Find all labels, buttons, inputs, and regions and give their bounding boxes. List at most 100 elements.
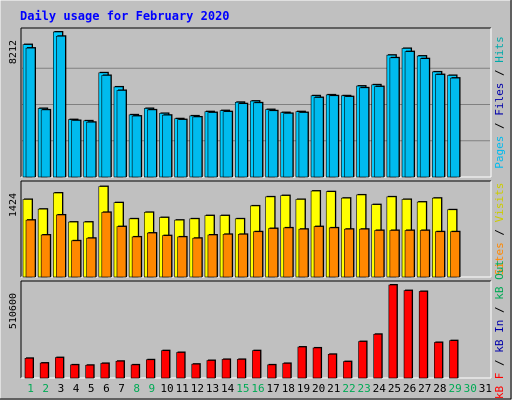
bar-sites-day-6: [101, 211, 112, 278]
bar-face: [222, 111, 233, 178]
bar-kb-f-day-17: [267, 363, 277, 379]
bar-kb-f-day-2: [39, 362, 50, 379]
bar-kb-f-day-12: [191, 363, 201, 379]
day-label-13: 13: [206, 382, 219, 395]
bar-face: [71, 240, 81, 278]
bar-kb-f-day-6: [100, 362, 110, 379]
bar-face: [115, 360, 125, 379]
bar-face: [435, 231, 445, 278]
bar-face: [162, 235, 172, 278]
bar-kb-f-day-15: [236, 358, 247, 379]
bar-face: [40, 234, 51, 278]
day-label-25: 25: [388, 382, 401, 395]
bar-files-day-20: [313, 96, 325, 178]
bar-sites-day-22: [344, 228, 355, 278]
bar-sites-day-19: [298, 228, 309, 278]
bar-face: [268, 110, 278, 178]
bar-face: [328, 95, 339, 178]
bar-sites-day-29: [450, 230, 461, 278]
bar-face: [176, 352, 185, 379]
bar-face: [373, 333, 383, 379]
day-label-22: 22: [342, 382, 355, 395]
day-label-23: 23: [358, 382, 371, 395]
bar-face: [24, 358, 34, 379]
bar-sites-day-13: [207, 234, 218, 278]
bar-files-day-29: [450, 77, 461, 178]
bar-face: [283, 227, 294, 278]
bar-kb-f-day-11: [176, 351, 186, 379]
bar-face: [86, 237, 96, 278]
bar-face: [146, 232, 157, 278]
bar-sites-day-2: [40, 234, 52, 278]
bar-kb-f-day-16: [252, 349, 262, 379]
bar-face: [268, 228, 278, 278]
bar-face: [418, 291, 428, 379]
day-label-4: 4: [73, 382, 80, 395]
bar-kb-f-day-27: [418, 290, 429, 379]
bar-files-day-19: [298, 111, 309, 178]
bar-sites-day-1: [25, 219, 36, 278]
bar-files-day-21: [328, 94, 340, 178]
legend-separator: /: [493, 222, 506, 242]
day-label-1: 1: [27, 382, 34, 395]
legend-hits: Hits: [493, 36, 506, 63]
bar-face: [297, 346, 307, 379]
bar-sites-day-16: [253, 230, 264, 278]
bar-face: [55, 357, 64, 379]
bar-files-day-9: [146, 108, 158, 178]
bar-face: [450, 231, 460, 278]
bar-kb-f-day-7: [115, 360, 125, 379]
bar-files-day-17: [268, 109, 279, 178]
day-label-28: 28: [433, 382, 446, 395]
bar-kb-f-day-25: [388, 284, 398, 379]
day-label-9: 9: [149, 382, 156, 395]
bar-files-day-5: [86, 121, 97, 178]
bar-kb-f-day-20: [312, 346, 323, 379]
bar-face: [388, 284, 398, 379]
day-label-12: 12: [191, 382, 204, 395]
bar-files-day-10: [162, 114, 173, 178]
bar-face: [343, 361, 352, 379]
bar-sites-day-18: [283, 226, 294, 278]
bar-face: [344, 96, 354, 178]
panel-hits-files-pages: 8212 Pages / Files / Hits: [8, 27, 506, 178]
day-label-29: 29: [448, 382, 461, 395]
day-label-5: 5: [88, 382, 95, 395]
bar-kb-f-day-10: [161, 349, 171, 379]
max-label-visits-sites: 1424: [8, 193, 19, 217]
legend-separator: /: [493, 63, 506, 83]
bar-face: [358, 341, 367, 379]
bar-face: [25, 47, 36, 178]
day-label-18: 18: [282, 382, 295, 395]
bar-kb-f-day-9: [145, 358, 156, 379]
bar-files-day-12: [192, 115, 203, 178]
bar-face: [131, 236, 142, 278]
bar-face: [267, 364, 276, 379]
bar-face: [283, 113, 294, 178]
bar-face: [221, 359, 231, 379]
bar-kb-f-day-4: [70, 363, 80, 379]
bar-face: [237, 234, 248, 278]
day-label-24: 24: [373, 382, 387, 395]
day-label-15: 15: [236, 382, 249, 395]
bar-kb-f-day-22: [343, 360, 353, 379]
bar-sites-day-27: [419, 229, 431, 278]
bar-kb-f-day-23: [358, 340, 368, 379]
bar-face: [70, 364, 79, 379]
bar-face: [25, 219, 36, 278]
bar-face: [435, 74, 445, 178]
bar-face: [177, 236, 187, 278]
max-label-hits-files-pages: 8212: [8, 40, 19, 64]
bar-face: [71, 120, 81, 178]
day-label-11: 11: [176, 382, 189, 395]
bar-kb-f-day-5: [85, 364, 95, 379]
bar-sites-day-11: [177, 235, 188, 278]
bar-face: [252, 350, 261, 379]
day-label-10: 10: [160, 382, 173, 395]
bar-face: [162, 114, 172, 178]
bar-face: [101, 212, 112, 278]
bar-face: [39, 362, 49, 379]
bar-files-day-6: [101, 74, 112, 178]
bar-face: [207, 112, 218, 178]
bar-sites-day-5: [86, 237, 97, 278]
